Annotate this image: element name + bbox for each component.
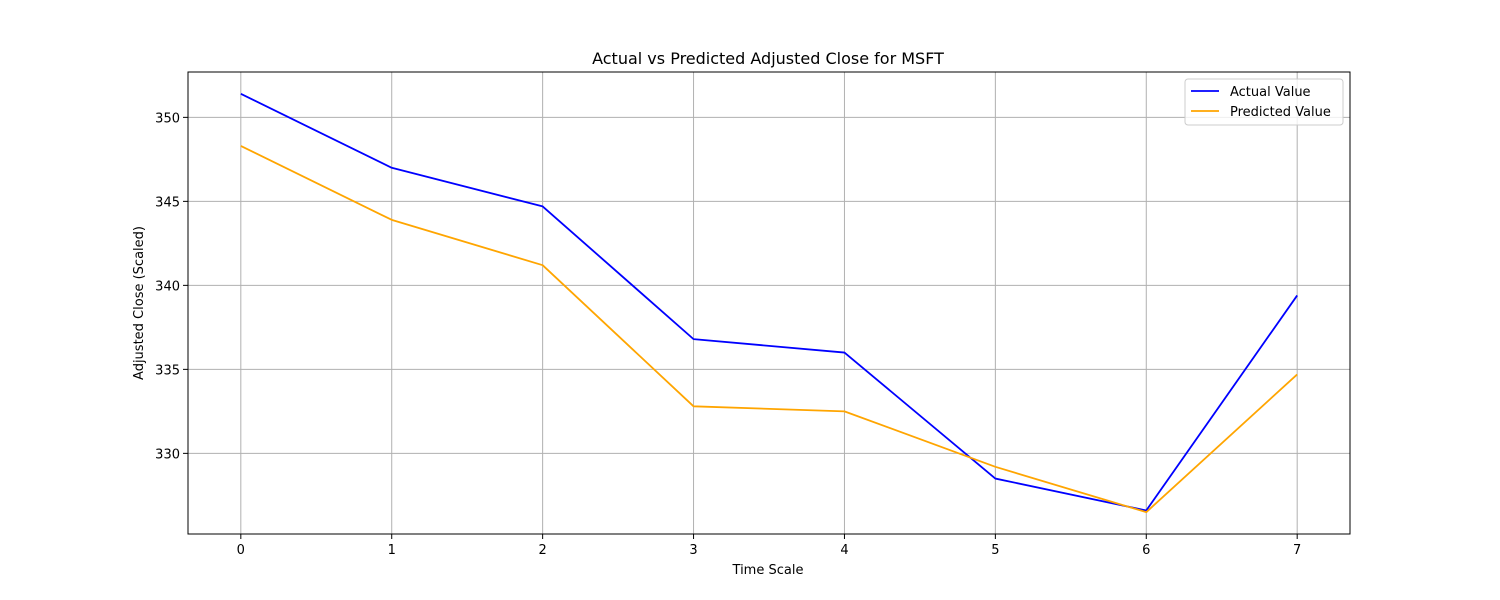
- x-tick-label: 1: [388, 543, 396, 558]
- y-tick-label: 340: [155, 279, 180, 294]
- y-tick-label: 345: [155, 195, 180, 210]
- x-axis-label: Time Scale: [732, 563, 804, 578]
- x-axis: 0 1 2 3 4 5 6 7: [237, 534, 1301, 558]
- x-tick-label: 6: [1142, 543, 1150, 558]
- legend-entry-label: Predicted Value: [1230, 105, 1331, 120]
- x-tick-label: 7: [1293, 543, 1301, 558]
- plot-frame: [187, 71, 1351, 535]
- series-line-predicted: [240, 145, 1298, 514]
- y-axis: 330 335 340 345 350: [155, 111, 188, 462]
- series-layer: [240, 93, 1298, 514]
- grid-lines: [188, 72, 1350, 534]
- x-tick-label: 2: [538, 543, 546, 558]
- chart-title: Actual vs Predicted Adjusted Close for M…: [592, 49, 944, 68]
- x-tick-label: 5: [991, 543, 999, 558]
- x-tick-label: 0: [237, 543, 245, 558]
- x-tick-label: 4: [840, 543, 848, 558]
- y-tick-label: 350: [155, 111, 180, 126]
- y-tick-label: 330: [155, 447, 180, 462]
- y-tick-label: 335: [155, 363, 180, 378]
- y-axis-label: Adjusted Close (Scaled): [132, 226, 147, 380]
- x-tick-label: 3: [689, 543, 697, 558]
- legend-box: [1184, 78, 1344, 126]
- legend: Actual Value Predicted Value: [1184, 78, 1344, 126]
- legend-entry-label: Actual Value: [1230, 85, 1311, 100]
